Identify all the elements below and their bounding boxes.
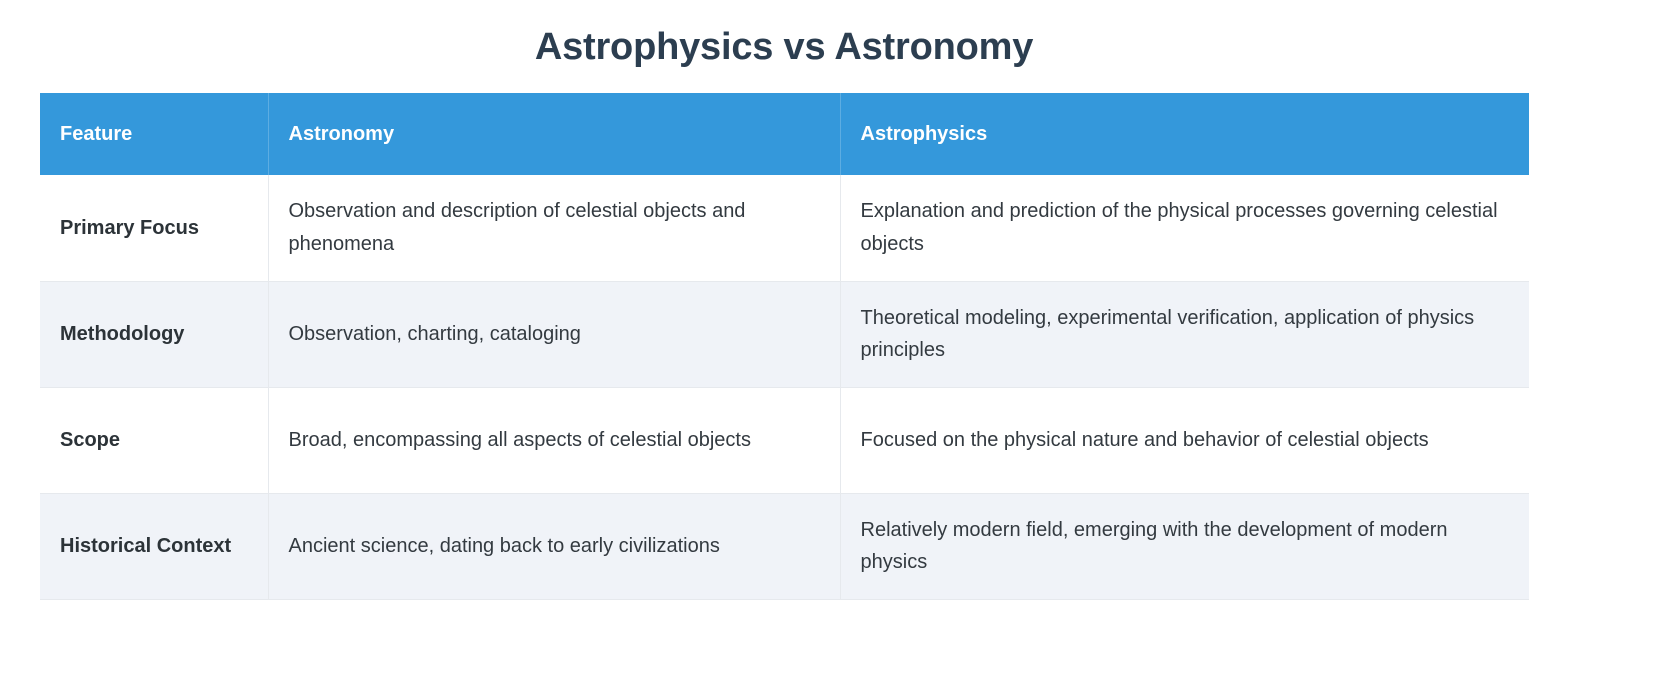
table-header-row: Feature Astronomy Astrophysics: [40, 93, 1529, 175]
cell-astrophysics-methodology: Theoretical modeling, experimental verif…: [840, 281, 1529, 388]
page-title: Astrophysics vs Astronomy: [534, 26, 1034, 68]
comparison-table: Feature Astronomy Astrophysics Primary F…: [40, 93, 1529, 600]
cell-astrophysics-historical-context: Relatively modern field, emerging with t…: [840, 493, 1529, 600]
cell-feature-scope: Scope: [40, 387, 269, 494]
cell-feature-historical-context: Historical Context: [40, 493, 269, 600]
column-header-astronomy: Astronomy: [268, 93, 841, 175]
cell-astronomy-scope: Broad, encompassing all aspects of celes…: [268, 387, 841, 494]
cell-astrophysics-scope: Focused on the physical nature and behav…: [840, 387, 1529, 494]
column-header-feature: Feature: [40, 93, 269, 175]
comparison-table-container: Feature Astronomy Astrophysics Primary F…: [40, 93, 1529, 600]
cell-feature-methodology: Methodology: [40, 281, 269, 388]
table-header: Feature Astronomy Astrophysics: [40, 93, 1529, 175]
table-row: Scope Broad, encompassing all aspects of…: [40, 387, 1529, 494]
cell-astronomy-methodology: Observation, charting, cataloging: [268, 281, 841, 388]
cell-feature-primary-focus: Primary Focus: [40, 175, 269, 282]
table-row: Historical Context Ancient science, dati…: [40, 493, 1529, 600]
table-body: Primary Focus Observation and descriptio…: [40, 175, 1529, 600]
table-row: Primary Focus Observation and descriptio…: [40, 175, 1529, 282]
cell-astronomy-historical-context: Ancient science, dating back to early ci…: [268, 493, 841, 600]
cell-astronomy-primary-focus: Observation and description of celestial…: [268, 175, 841, 282]
table-row: Methodology Observation, charting, catal…: [40, 281, 1529, 388]
column-header-astrophysics: Astrophysics: [840, 93, 1529, 175]
cell-astrophysics-primary-focus: Explanation and prediction of the physic…: [840, 175, 1529, 282]
